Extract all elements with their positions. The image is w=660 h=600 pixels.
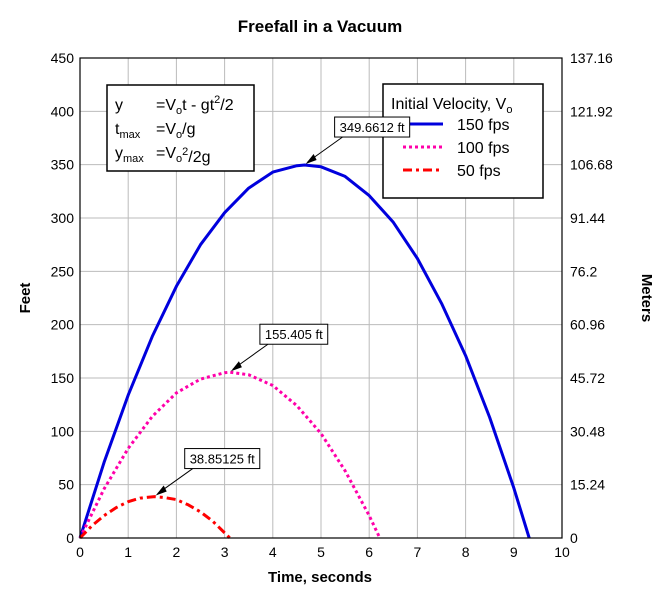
series-line-100-fps (78, 370, 382, 539)
legend: Initial Velocity, Vo 150 fps 100 fps 50 fp… (382, 83, 544, 199)
y-tick-label: 300 (51, 210, 75, 226)
y-tick-label: 100 (51, 423, 75, 439)
annotation-arrowhead (230, 361, 242, 372)
legend-items: 150 fps 100 fps 50 fps (403, 117, 509, 180)
x-tick-label: 4 (269, 544, 277, 560)
annotation-box (334, 116, 411, 138)
legend-frame (382, 83, 544, 199)
x-tick-label: 6 (365, 544, 373, 560)
y-tick-label: 200 (51, 317, 75, 333)
x-tick-label: 2 (173, 544, 181, 560)
y2-tick-label: 30.48 (570, 423, 605, 439)
y-axis-label: Feet (17, 283, 34, 314)
series-line-150-fps (78, 163, 531, 539)
y-tick-label: 400 (51, 103, 75, 119)
x-tick-label: 1 (124, 544, 132, 560)
annotation-arrowhead (305, 154, 317, 165)
plot-border (79, 57, 563, 539)
x-tick-label: 8 (462, 544, 470, 560)
annotation-box (259, 323, 329, 345)
y2-tick-labels: 0 15.24 30.48 45.72 60.96 76.2 91.44 106.68 121.… (570, 50, 613, 546)
chart-title: Freefall in a Vacuum (238, 17, 402, 36)
legend-label-100-fps: 100 fps (457, 140, 509, 157)
y2-tick-label: 45.72 (570, 370, 605, 386)
equation-line-3: ymax =Vo2/2g (115, 145, 211, 166)
x-tick-label: 0 (76, 544, 84, 560)
y-tick-label: 250 (51, 263, 75, 279)
y-tick-label: 350 (51, 157, 75, 173)
y2-tick-label: 121.92 (570, 103, 613, 119)
x-tick-label: 5 (317, 544, 325, 560)
x-axis-label: Time, seconds (268, 569, 372, 586)
series-layer (78, 163, 531, 540)
annotations: 349.6612 ft 155.405 ft 38.85125 ft (155, 116, 411, 496)
x-tick-labels: 0 1 2 3 4 5 6 7 8 9 10 (76, 544, 570, 560)
x-tick-label: 3 (221, 544, 229, 560)
y-tick-label: 50 (58, 477, 74, 493)
legend-label-150-fps: 150 fps (457, 117, 509, 134)
legend-label-50-fps: 50 fps (457, 163, 501, 180)
y2-tick-label: 60.96 (570, 317, 605, 333)
y2-tick-label: 15.24 (570, 477, 605, 493)
y2-axis-label: Meters (638, 274, 655, 322)
y2-tick-label: 106.68 (570, 157, 613, 173)
y-tick-label: 150 (51, 370, 75, 386)
annotation-label: 155.405 ft (265, 327, 323, 342)
y2-tick-label: 76.2 (570, 263, 597, 279)
series-line-50-fps (78, 495, 231, 540)
y2-tick-label: 91.44 (570, 210, 605, 226)
annotation-label: 38.85125 ft (190, 452, 255, 467)
annotation-box (184, 448, 261, 470)
annotation-label: 349.6612 ft (340, 120, 405, 135)
y-tick-label: 450 (51, 50, 75, 66)
annotation-arrowhead (155, 485, 167, 496)
equation-line-1: y =Vot - gt2/2 (115, 94, 234, 117)
y-tick-label: 0 (66, 530, 74, 546)
equation-box: y =Vot - gt2/2 tmax =Vo/g ymax =Vo2/2g (106, 84, 255, 172)
y2-tick-label: 0 (570, 530, 578, 546)
legend-title: Initial Velocity, Vo (391, 96, 512, 116)
x-tick-label: 7 (414, 544, 422, 560)
equation-box-frame (106, 84, 255, 172)
x-tick-label: 10 (554, 544, 570, 560)
y-tick-labels: 0 50 100 150 200 250 300 350 400 450 (51, 50, 75, 546)
x-tick-label: 9 (510, 544, 518, 560)
y2-tick-label: 137.16 (570, 50, 613, 66)
equation-line-2: tmax =Vo/g (115, 121, 195, 141)
